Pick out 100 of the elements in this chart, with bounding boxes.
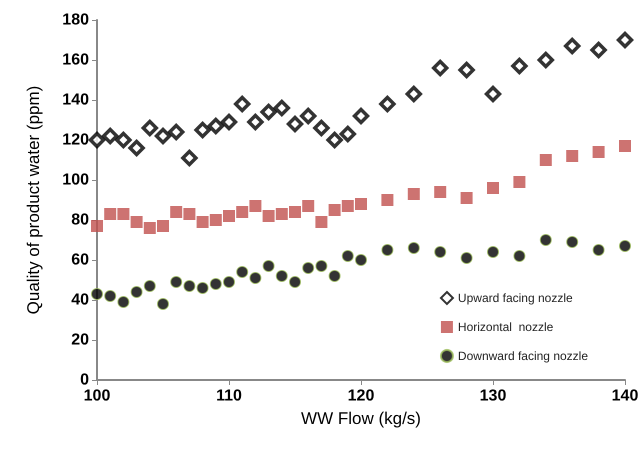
point [315,216,328,228]
point [352,108,370,124]
point [289,206,301,218]
point [538,52,554,68]
point [144,280,156,292]
y-tick-label: 140 [62,92,90,108]
point [566,236,578,248]
point [220,114,238,130]
point [208,118,224,134]
point [276,208,288,220]
point [91,220,103,232]
point [513,250,526,262]
point [170,206,182,218]
point [460,192,473,204]
y-tick-label: 180 [62,12,90,28]
point [168,124,184,140]
point [381,194,394,206]
point [326,132,343,148]
point [434,246,446,258]
point [487,246,499,258]
point [260,104,277,120]
point [540,234,552,246]
point [157,298,169,310]
legend-label: Horizontal nozzle [458,320,554,334]
point [286,116,304,132]
point [130,216,143,228]
point [302,200,314,212]
point [194,122,211,138]
point [340,126,356,142]
point [590,42,607,58]
point [183,208,196,220]
y-tick-label: 100 [62,172,90,188]
point [102,128,118,144]
point [408,242,420,254]
point [88,132,106,148]
point [183,280,196,292]
point [181,150,198,166]
point [434,186,446,198]
point [170,276,182,288]
legend-label: Upward facing nozzle [458,291,573,305]
point [289,276,301,288]
point [274,100,290,116]
point [262,210,275,222]
point [408,188,420,200]
y-tick-label: 160 [62,52,90,68]
point [564,38,580,54]
point [484,86,502,102]
point [144,222,156,234]
point [355,254,367,266]
point [355,198,367,210]
point [130,286,143,298]
point [236,266,248,278]
y-tick-label: 40 [71,292,90,308]
x-tick-label: 130 [480,388,506,404]
y-tick-label: 120 [62,132,90,148]
point [104,208,116,220]
legend-label: Downward facing nozzle [458,349,588,363]
point [210,278,222,290]
point [142,120,158,136]
y-tick-label: 60 [71,252,90,268]
point [236,206,248,218]
point [381,244,394,256]
x-axis-title: WW Flow (kg/s) [301,409,421,428]
point [406,86,422,102]
point [342,250,354,262]
point [234,96,250,112]
point [379,96,396,112]
x-tick-label: 100 [84,388,110,404]
point [196,282,209,294]
point [619,140,631,152]
point [247,114,264,130]
point [487,182,499,194]
x-tick-label: 140 [612,388,638,404]
point [328,204,341,216]
point [513,176,526,188]
point [313,120,330,136]
y-tick-label: 20 [71,332,90,348]
point [128,140,145,156]
point [117,296,130,308]
y-tick-label: 80 [71,212,90,228]
point [342,200,354,212]
point [616,32,634,48]
point [592,146,605,158]
point [115,132,132,148]
point [460,252,473,264]
point [157,220,169,232]
point [540,154,552,166]
point [315,260,328,272]
point [328,270,341,282]
point [249,200,262,212]
point [619,240,631,252]
y-tick-label: 0 [80,372,90,388]
x-tick-label: 120 [348,388,374,404]
point [511,58,528,74]
point [117,208,130,220]
point [592,244,605,256]
point [154,128,172,144]
point [196,216,209,228]
y-axis-title: Quality of product water (ppm) [24,86,43,314]
point [566,150,578,162]
